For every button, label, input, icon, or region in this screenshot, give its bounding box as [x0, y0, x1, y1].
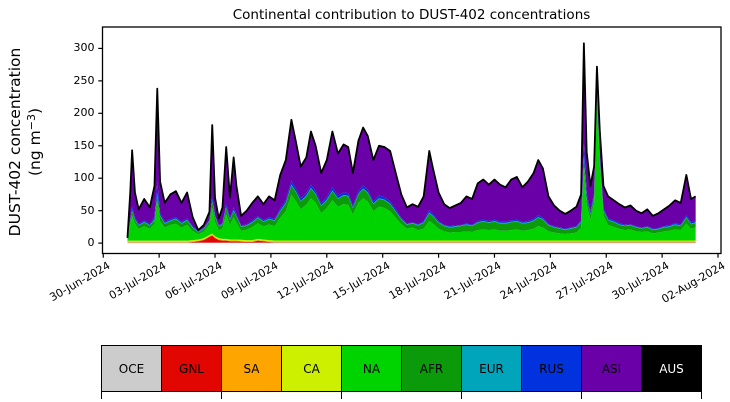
y-tick-label: 50 — [80, 203, 95, 217]
legend-item-asi: ASI — [581, 345, 642, 392]
total-line — [126, 42, 697, 238]
area-ca — [127, 233, 696, 242]
y-tick-label: 150 — [73, 138, 95, 152]
legend-axis-tick — [581, 392, 583, 399]
y-tick-label: 300 — [73, 41, 95, 55]
legend-axis-tick — [461, 392, 463, 399]
y-tick-label: 250 — [73, 73, 95, 87]
legend-item-oce: OCE — [101, 345, 162, 392]
legend-label: NA — [362, 361, 381, 376]
legend-item-eur: EUR — [461, 345, 522, 392]
legend-axis-tick — [101, 392, 103, 399]
legend-item-ca: CA — [281, 345, 342, 392]
legend-axis-tick — [221, 392, 223, 399]
legend-item-aus: AUS — [641, 345, 702, 392]
legend-item-afr: AFR — [401, 345, 462, 392]
y-tick-label: 0 — [87, 236, 95, 250]
area-sa — [127, 234, 696, 243]
legend-axis-tick — [701, 392, 703, 399]
legend-label: AFR — [419, 361, 444, 376]
legend-item-gnl: GNL — [161, 345, 222, 392]
legend-label: EUR — [479, 361, 504, 376]
area-afr — [127, 89, 696, 240]
area-asi — [127, 43, 696, 238]
y-tick-label: 100 — [73, 171, 95, 185]
legend-label: AUS — [659, 361, 684, 376]
axes-border — [101, 26, 722, 255]
legend-item-sa: SA — [221, 345, 282, 392]
legend-item-na: NA — [341, 345, 402, 392]
legend-label: SA — [243, 361, 260, 376]
chart-title: Continental contribution to DUST-402 con… — [232, 7, 591, 23]
legend-axis-tick — [341, 392, 343, 399]
legend-label: GNL — [179, 361, 204, 376]
legend-item-rus: RUS — [521, 345, 582, 392]
legend: OCE GNL SA CA NA AFR EUR RUS ASI AUS — [101, 345, 702, 392]
legend-label: RUS — [539, 361, 564, 376]
legend-label: CA — [303, 361, 320, 376]
legend-label: ASI — [601, 361, 622, 376]
area-oce — [127, 242, 696, 244]
legend-label: OCE — [118, 361, 145, 376]
y-tick-label: 200 — [73, 106, 95, 120]
